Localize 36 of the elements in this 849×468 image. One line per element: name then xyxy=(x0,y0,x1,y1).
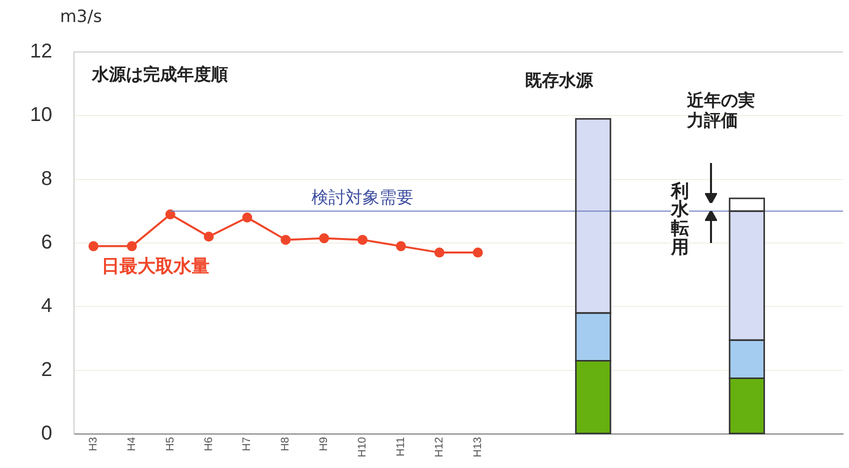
annotation: 水源は完成年度順 xyxy=(92,65,228,86)
x-tick-label: H11 xyxy=(395,437,407,456)
annotation: 近年の実力評価 xyxy=(686,91,756,132)
point xyxy=(165,209,176,220)
y-tick-label: 2 xyxy=(41,358,52,381)
y-tick-label: 4 xyxy=(41,295,52,318)
y-tick-label: 8 xyxy=(41,168,52,190)
x-tick-label: H10 xyxy=(356,437,369,458)
y-tick-label: 12 xyxy=(30,40,52,63)
point xyxy=(126,241,137,252)
annotation: 利水転用 xyxy=(670,180,689,258)
x-tick-label: H4 xyxy=(126,437,138,452)
x-tick-label: H12 xyxy=(433,437,446,458)
point xyxy=(319,233,330,244)
x-tick-label: H13 xyxy=(472,437,484,458)
y-axis-title: m3/s xyxy=(60,7,102,28)
point xyxy=(204,232,214,242)
point xyxy=(472,248,483,258)
x-tick-label: H8 xyxy=(280,437,292,452)
point xyxy=(358,234,368,245)
point xyxy=(280,234,291,245)
y-tick-label: 0 xyxy=(41,422,52,445)
point xyxy=(88,241,98,252)
series-label: 日最大取水量 xyxy=(101,256,210,277)
y-tick-label: 6 xyxy=(41,232,52,254)
y-tick-label: 10 xyxy=(30,104,52,126)
point xyxy=(242,212,252,223)
x-tick-label: H5 xyxy=(164,437,176,452)
x-tick-label: H7 xyxy=(241,437,254,452)
x-tick-label: H3 xyxy=(87,437,100,452)
point xyxy=(434,248,444,258)
annotation: 既存水源 xyxy=(525,71,594,92)
x-tick-label: H9 xyxy=(318,437,330,452)
ref-line-label: 検討対象需要 xyxy=(312,188,414,208)
x-tick-label: H6 xyxy=(202,437,215,452)
point xyxy=(396,241,406,252)
